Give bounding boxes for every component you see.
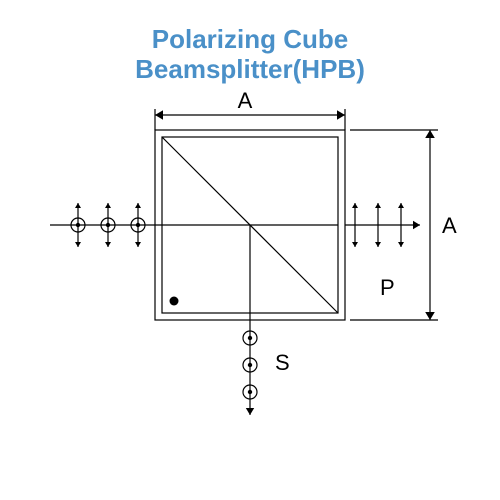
dim-label-right: A (442, 213, 457, 238)
title-line-1: Polarizing Cube (0, 24, 500, 55)
beam-label-p: P (380, 275, 395, 300)
beam-label-s: S (275, 350, 290, 375)
dim-label-top: A (238, 88, 253, 113)
title-line-2: Beamsplitter(HPB) (0, 54, 500, 85)
